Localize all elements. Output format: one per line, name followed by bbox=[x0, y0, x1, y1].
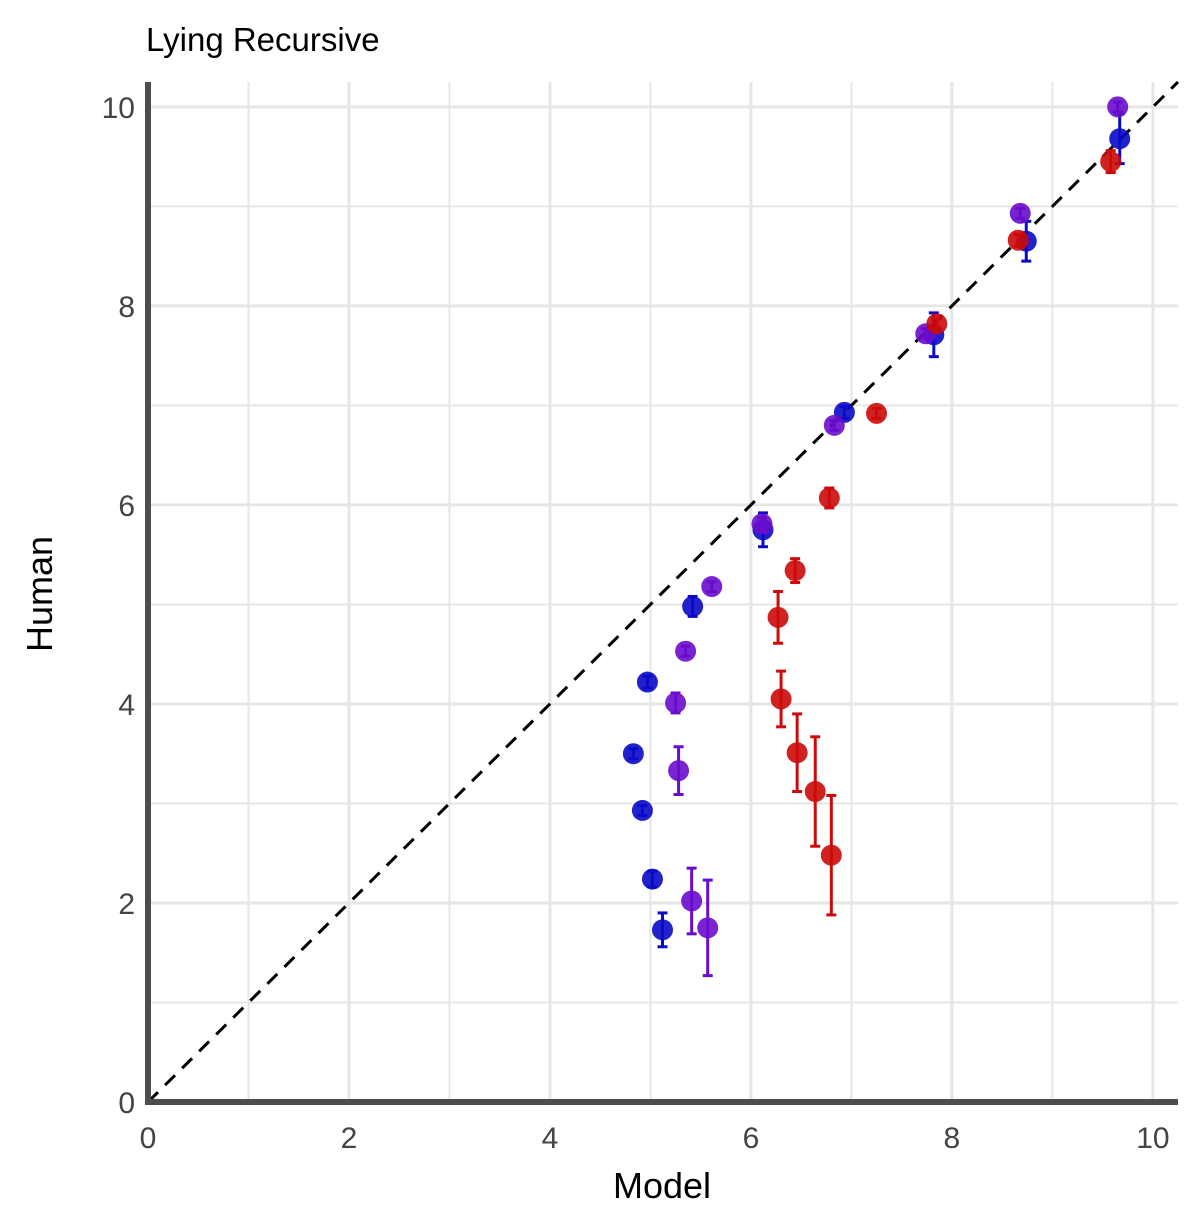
data-point bbox=[770, 688, 792, 710]
y-tick-label: 4 bbox=[118, 689, 135, 722]
data-point bbox=[820, 844, 842, 866]
tick-labels: 0 2 4 6 8 10 0 2 4 6 8 10 bbox=[102, 92, 1170, 1155]
series-0 bbox=[622, 112, 1131, 949]
data-point bbox=[622, 743, 644, 765]
identity-reference-line bbox=[146, 80, 1180, 1104]
data-point bbox=[665, 692, 687, 714]
data-point bbox=[751, 513, 773, 535]
y-axis-title: Human bbox=[19, 536, 60, 652]
x-tick-label: 10 bbox=[1136, 1122, 1169, 1155]
data-point bbox=[1009, 202, 1031, 224]
data-point bbox=[784, 560, 806, 582]
data-point bbox=[651, 919, 673, 941]
data-point bbox=[701, 576, 723, 598]
data-point bbox=[675, 640, 697, 662]
data-point bbox=[767, 606, 789, 628]
data-point bbox=[1109, 128, 1131, 150]
x-axis-title: Model bbox=[613, 1165, 711, 1206]
data-point bbox=[1100, 151, 1122, 173]
data-point bbox=[926, 313, 948, 335]
data-marks bbox=[622, 96, 1131, 978]
series-2 bbox=[767, 149, 1122, 917]
x-tick-label: 8 bbox=[944, 1122, 961, 1155]
data-point bbox=[697, 917, 719, 939]
data-point bbox=[681, 890, 703, 912]
x-tick-label: 6 bbox=[743, 1122, 760, 1155]
y-tick-label: 6 bbox=[118, 490, 135, 523]
data-point bbox=[804, 781, 826, 803]
chart-title: Lying Recursive bbox=[146, 21, 380, 58]
x-tick-label: 0 bbox=[140, 1122, 157, 1155]
x-tick-label: 2 bbox=[341, 1122, 358, 1155]
y-tick-label: 8 bbox=[118, 291, 135, 324]
data-point bbox=[636, 671, 658, 693]
data-point bbox=[631, 799, 653, 821]
y-tick-label: 10 bbox=[102, 92, 135, 125]
data-point bbox=[1107, 96, 1129, 118]
y-tick-label: 2 bbox=[118, 888, 135, 921]
data-point bbox=[786, 742, 808, 764]
data-point bbox=[1007, 229, 1029, 251]
grid bbox=[148, 82, 1178, 1102]
data-point bbox=[823, 414, 845, 436]
data-point bbox=[682, 595, 704, 617]
series-1 bbox=[665, 96, 1129, 978]
x-tick-label: 4 bbox=[542, 1122, 559, 1155]
y-tick-label: 0 bbox=[118, 1087, 135, 1120]
data-point bbox=[668, 760, 690, 782]
data-point bbox=[641, 868, 663, 890]
data-point bbox=[866, 402, 888, 424]
data-point bbox=[818, 487, 840, 509]
